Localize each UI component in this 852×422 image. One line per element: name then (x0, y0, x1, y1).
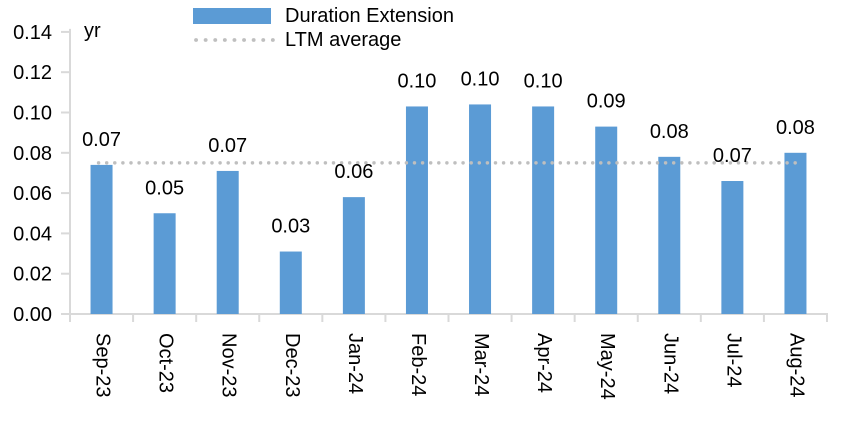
legend-item-ltm-average: LTM average (193, 29, 454, 51)
bar-jun-24 (658, 156, 681, 314)
bar-dec-23 (279, 251, 302, 314)
legend-swatch-box (193, 36, 285, 44)
y-axis-tick-label: 0.02 (13, 264, 52, 286)
data-label-sep-23: 0.07 (82, 129, 121, 151)
x-axis-tick-label-may-24: May-24 (596, 333, 618, 400)
x-axis-tick-label-dec-23: Dec-23 (281, 333, 303, 397)
bar-jan-24 (342, 197, 365, 314)
legend-label: LTM average (285, 29, 402, 51)
y-axis-tick-label: 0.08 (13, 143, 52, 165)
data-label-aug-24: 0.08 (776, 117, 815, 139)
bar-jul-24 (721, 181, 744, 314)
bar-swatch-icon (193, 8, 271, 24)
x-axis-tick-label-aug-24: Aug-24 (785, 333, 807, 398)
data-label-jan-24: 0.06 (334, 161, 373, 183)
x-axis-tick-label-mar-24: Mar-24 (470, 333, 492, 396)
legend-label: Duration Extension (285, 5, 454, 27)
data-label-feb-24: 0.10 (397, 70, 436, 92)
dotted-line-swatch-icon (194, 38, 280, 42)
bar-nov-23 (216, 170, 239, 314)
legend-item-duration-extension: Duration Extension (193, 5, 454, 27)
y-axis-tick-label: 0.00 (13, 304, 52, 326)
chart-legend: Duration Extension LTM average (193, 5, 454, 51)
bar-feb-24 (405, 106, 428, 314)
bar-oct-23 (153, 213, 176, 314)
x-axis-tick-label-nov-23: Nov-23 (218, 333, 240, 397)
x-axis-tick-label-sep-23: Sep-23 (92, 333, 114, 398)
y-axis-unit-label: yr (84, 20, 101, 42)
x-axis-tick-label-jun-24: Jun-24 (659, 333, 681, 394)
data-label-jul-24: 0.07 (713, 145, 752, 167)
x-axis-tick-label-apr-24: Apr-24 (533, 333, 555, 393)
bar-mar-24 (469, 104, 492, 314)
bar-aug-24 (784, 152, 807, 314)
data-label-oct-23: 0.05 (145, 177, 184, 199)
bar-may-24 (595, 126, 618, 314)
data-label-dec-23: 0.03 (271, 216, 310, 238)
y-axis-tick-label: 0.12 (13, 62, 52, 84)
y-axis-tick-label: 0.06 (13, 183, 52, 205)
x-axis-tick-label-feb-24: Feb-24 (407, 333, 429, 396)
x-axis-tick-label-jul-24: Jul-24 (722, 333, 744, 387)
y-axis-tick-label: 0.10 (13, 103, 52, 125)
data-label-nov-23: 0.07 (208, 135, 247, 157)
data-label-jun-24: 0.08 (650, 121, 689, 143)
data-label-mar-24: 0.10 (461, 68, 500, 90)
bar-apr-24 (532, 106, 555, 314)
data-label-apr-24: 0.10 (524, 70, 563, 92)
x-axis-tick-label-oct-23: Oct-23 (155, 333, 177, 393)
data-label-may-24: 0.09 (587, 91, 626, 113)
legend-swatch-box (193, 8, 285, 24)
x-axis-tick-label-jan-24: Jan-24 (344, 333, 366, 394)
y-axis-tick-label: 0.04 (13, 223, 52, 245)
bar-sep-23 (90, 164, 113, 314)
y-axis-tick-label: 0.14 (13, 22, 52, 44)
